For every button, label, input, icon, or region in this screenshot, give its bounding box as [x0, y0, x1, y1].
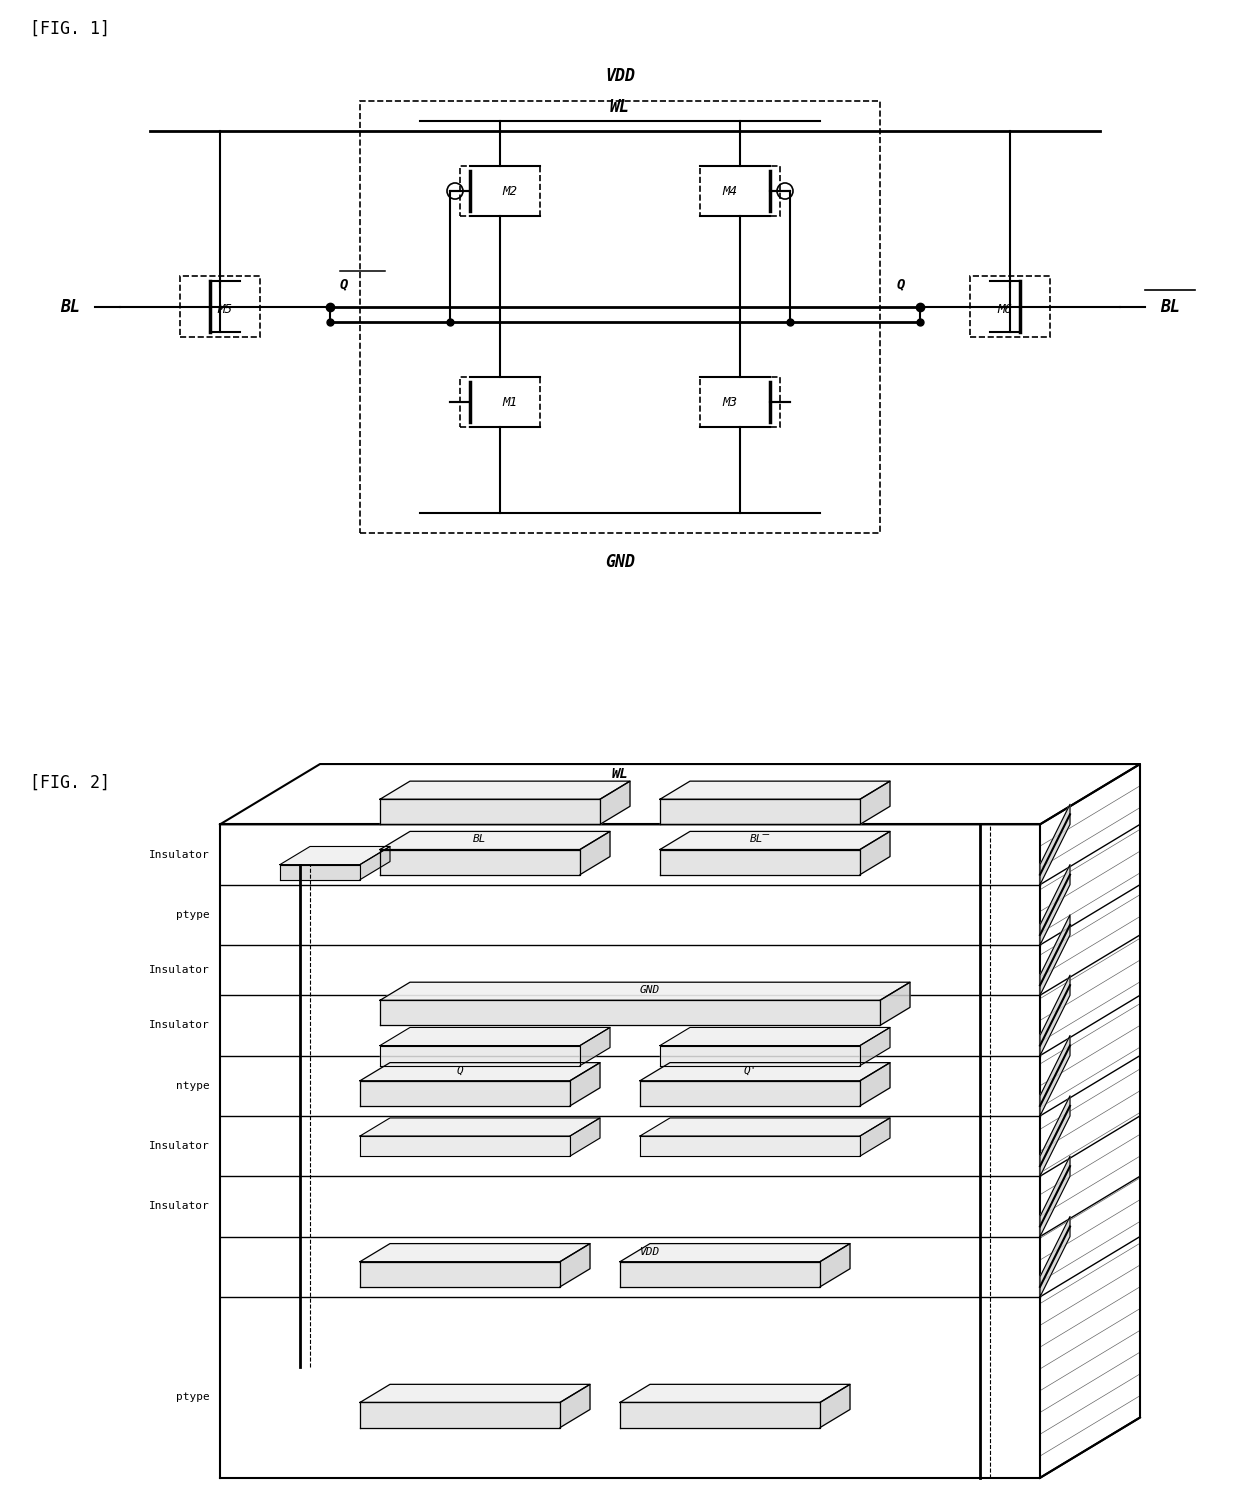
Text: [FIG. 1]: [FIG. 1] [30, 20, 110, 38]
Text: M2: M2 [502, 184, 517, 198]
Polygon shape [379, 1027, 610, 1045]
Polygon shape [560, 1244, 590, 1286]
Polygon shape [360, 1384, 590, 1402]
Polygon shape [379, 831, 610, 849]
Polygon shape [620, 1402, 820, 1428]
Polygon shape [660, 849, 861, 875]
Text: WL: WL [610, 98, 630, 116]
Text: BL: BL [1159, 297, 1180, 315]
Text: M5: M5 [217, 303, 233, 317]
Text: Insulator: Insulator [149, 965, 210, 976]
Polygon shape [1040, 804, 1070, 885]
Text: ptype: ptype [176, 1392, 210, 1402]
Bar [701, 166, 780, 216]
Text: M6: M6 [997, 303, 1013, 317]
Polygon shape [640, 1063, 890, 1081]
Polygon shape [1040, 1217, 1070, 1297]
Bar [360, 101, 880, 532]
Polygon shape [280, 864, 360, 879]
Polygon shape [600, 781, 630, 825]
Polygon shape [880, 982, 910, 1025]
Polygon shape [360, 846, 391, 879]
Polygon shape [620, 1262, 820, 1286]
Text: Q: Q [456, 1066, 464, 1075]
Text: VDD: VDD [605, 68, 635, 86]
Bar [460, 377, 539, 427]
Polygon shape [580, 1027, 610, 1066]
Polygon shape [280, 846, 391, 864]
Polygon shape [820, 1384, 849, 1428]
Polygon shape [1040, 1096, 1070, 1176]
Polygon shape [379, 781, 630, 799]
Polygon shape [640, 1081, 861, 1105]
Polygon shape [820, 1244, 849, 1286]
Polygon shape [360, 1244, 590, 1262]
Polygon shape [1040, 976, 1070, 1056]
Polygon shape [620, 1384, 849, 1402]
Polygon shape [1040, 915, 1070, 995]
Polygon shape [640, 1136, 861, 1157]
Text: Q: Q [897, 277, 905, 291]
Text: Insulator: Insulator [149, 849, 210, 860]
Text: BL: BL [474, 834, 487, 844]
Bar [970, 276, 1050, 336]
Polygon shape [379, 799, 600, 825]
Text: ptype: ptype [176, 909, 210, 920]
Polygon shape [660, 1045, 861, 1066]
Polygon shape [360, 1081, 570, 1105]
Text: Insulator: Insulator [149, 1021, 210, 1030]
Polygon shape [360, 1117, 600, 1136]
Text: Q': Q' [743, 1066, 756, 1075]
Text: Insulator: Insulator [149, 1202, 210, 1211]
Polygon shape [640, 1117, 890, 1136]
Polygon shape [861, 1117, 890, 1157]
Bar [180, 276, 260, 336]
Polygon shape [570, 1117, 600, 1157]
Text: Insulator: Insulator [149, 1142, 210, 1151]
Polygon shape [360, 1262, 560, 1286]
Polygon shape [360, 1063, 600, 1081]
Text: [FIG. 2]: [FIG. 2] [30, 774, 110, 792]
Polygon shape [379, 1000, 880, 1025]
Text: M1: M1 [502, 395, 517, 409]
Polygon shape [660, 799, 861, 825]
Polygon shape [1040, 1157, 1070, 1237]
Polygon shape [379, 1045, 580, 1066]
Polygon shape [560, 1384, 590, 1428]
Text: ntype: ntype [176, 1081, 210, 1090]
Text: BL̅: BL̅ [750, 834, 770, 844]
Polygon shape [379, 849, 580, 875]
Polygon shape [861, 831, 890, 875]
Polygon shape [861, 1063, 890, 1105]
Polygon shape [360, 1402, 560, 1428]
Polygon shape [861, 781, 890, 825]
Text: VDD: VDD [640, 1247, 660, 1256]
Text: GND: GND [605, 553, 635, 572]
Bar [701, 377, 780, 427]
Polygon shape [580, 831, 610, 875]
Polygon shape [1040, 1036, 1070, 1116]
Text: BL: BL [60, 297, 81, 315]
Bar [460, 166, 539, 216]
Polygon shape [360, 1136, 570, 1157]
Polygon shape [379, 982, 910, 1000]
Polygon shape [660, 781, 890, 799]
Polygon shape [660, 831, 890, 849]
Text: GND: GND [640, 985, 660, 995]
Polygon shape [1040, 864, 1070, 946]
Text: M4: M4 [723, 184, 738, 198]
Text: WL: WL [611, 768, 629, 781]
Polygon shape [620, 1244, 849, 1262]
Polygon shape [861, 1027, 890, 1066]
Polygon shape [570, 1063, 600, 1105]
Text: Q: Q [340, 277, 348, 291]
Polygon shape [660, 1027, 890, 1045]
Text: M3: M3 [723, 395, 738, 409]
